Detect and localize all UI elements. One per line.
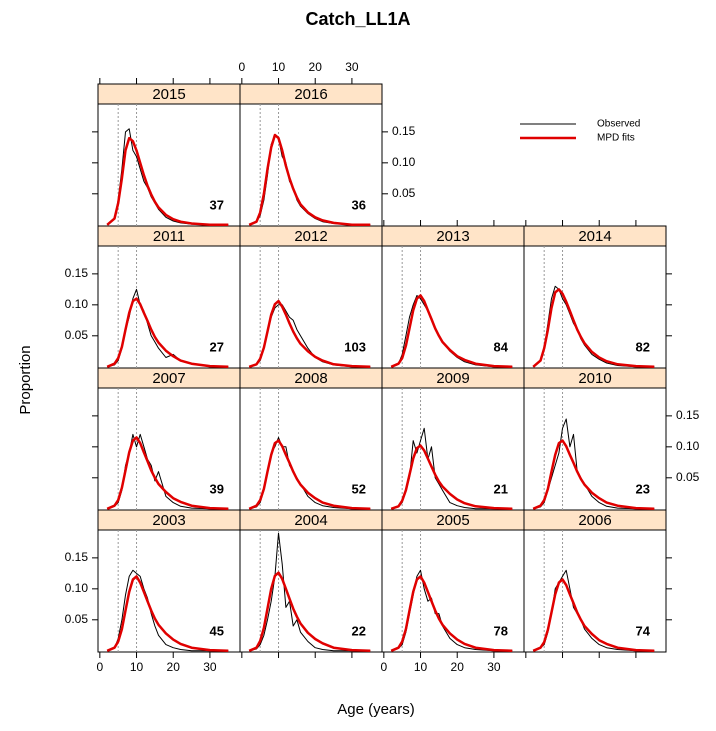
y-tick-label: 0.05 (676, 470, 700, 484)
y-tick-label: 0.10 (676, 439, 700, 453)
x-tick-label: 10 (130, 660, 144, 674)
chart-title: Catch_LL1A (305, 9, 410, 29)
sample-size: 37 (210, 197, 224, 212)
strip-label: 2010 (578, 370, 611, 387)
x-tick-label: 10 (272, 60, 286, 74)
sample-size: 21 (494, 481, 508, 496)
y-axis-label: Proportion (17, 345, 34, 414)
x-tick-label: 10 (414, 660, 428, 674)
y-tick-label: 0.10 (65, 297, 89, 311)
sample-size: 39 (210, 481, 224, 496)
sample-size: 74 (636, 623, 651, 638)
y-tick-label: 0.15 (65, 266, 89, 280)
strip-label: 2007 (152, 370, 185, 387)
fitted-line (390, 294, 513, 369)
x-tick-label: 30 (345, 60, 359, 74)
fitted-line (390, 444, 513, 511)
strip-label: 2008 (294, 370, 327, 387)
strip-label: 2016 (294, 86, 327, 103)
sample-size: 36 (352, 197, 366, 212)
panel-frame (523, 245, 667, 369)
fitted-line (248, 133, 371, 227)
strip-label: 2015 (152, 86, 185, 103)
x-axis-label: Age (years) (337, 701, 415, 718)
observed-line (249, 532, 371, 652)
panel-frame (523, 529, 667, 653)
strip-label: 2006 (578, 512, 611, 529)
fitted-line (248, 571, 371, 653)
sample-size: 27 (210, 339, 224, 354)
sample-size: 52 (352, 481, 366, 496)
fitted-line (106, 575, 229, 653)
fitted-line (106, 136, 229, 227)
strip-label: 2013 (436, 228, 469, 245)
fitted-line (532, 439, 655, 511)
sample-size: 82 (636, 339, 650, 354)
sample-size: 78 (494, 623, 508, 638)
sample-size: 84 (494, 339, 509, 354)
y-tick-label: 0.05 (392, 186, 416, 200)
y-tick-label: 0.15 (676, 408, 700, 422)
legend-label: MPD fits (597, 133, 635, 144)
x-tick-label: 30 (203, 660, 217, 674)
strip-label: 2011 (153, 228, 185, 245)
x-tick-label: 0 (238, 60, 245, 74)
fitted-line (106, 436, 229, 511)
strip-label: 2012 (294, 228, 327, 245)
x-tick-label: 0 (380, 660, 387, 674)
sample-size: 45 (210, 623, 224, 638)
sample-size: 22 (352, 623, 366, 638)
y-tick-label: 0.15 (392, 124, 416, 138)
y-tick-label: 0.15 (65, 550, 89, 564)
y-tick-label: 0.10 (65, 581, 89, 595)
sample-size: 23 (636, 481, 650, 496)
strip-label: 2014 (578, 228, 611, 245)
fitted-line (248, 439, 371, 511)
fitted-line (248, 299, 371, 369)
y-tick-label: 0.10 (392, 155, 416, 169)
fitted-line (532, 288, 655, 369)
fitted-line (532, 578, 655, 653)
sample-size: 103 (344, 339, 366, 354)
strip-label: 2009 (436, 370, 469, 387)
panel-frame (523, 387, 667, 511)
x-tick-label: 20 (167, 660, 181, 674)
x-tick-label: 20 (309, 60, 323, 74)
y-tick-label: 0.05 (65, 612, 89, 626)
x-tick-label: 20 (451, 660, 465, 674)
fitted-line (106, 297, 229, 369)
y-tick-label: 0.05 (65, 328, 89, 342)
x-tick-label: 30 (487, 660, 501, 674)
legend-label: Observed (597, 119, 640, 130)
strip-label: 2005 (436, 512, 469, 529)
panel-frame (239, 103, 383, 227)
x-tick-label: 0 (96, 660, 103, 674)
strip-label: 2004 (294, 512, 327, 529)
fitted-line (390, 575, 513, 653)
strip-label: 2003 (152, 512, 185, 529)
